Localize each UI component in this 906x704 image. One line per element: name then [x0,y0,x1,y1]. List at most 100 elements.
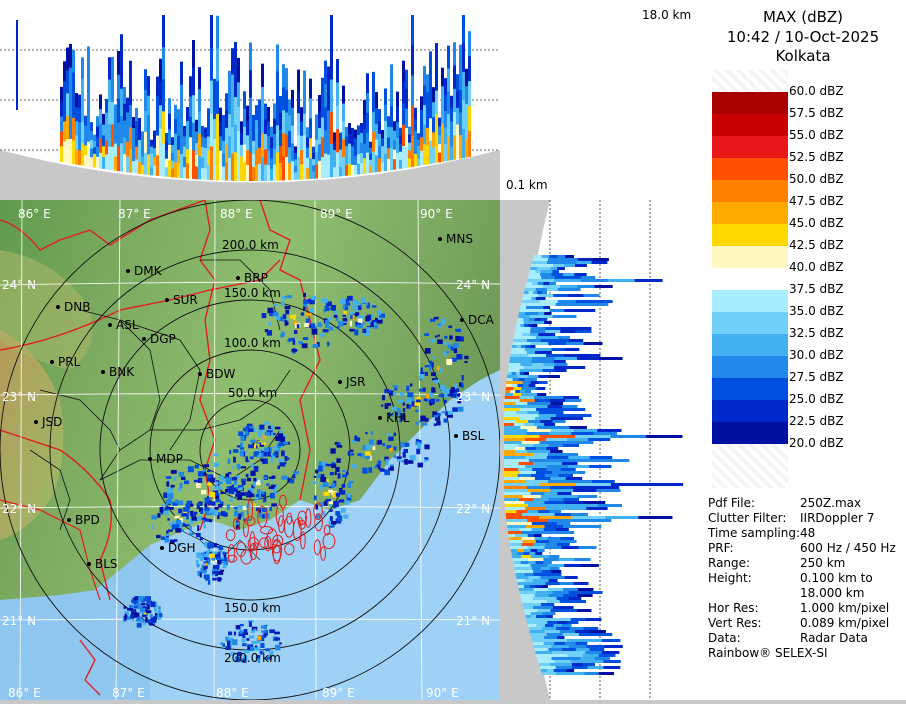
lat-label-right-23: 23° N [456,390,490,404]
city-label: DGH [168,541,196,555]
city-label: BPD [75,513,100,527]
legend-swatch [712,246,788,268]
legend-swatch [712,422,788,444]
lon-label-bottom-90: 90° E [426,686,459,700]
legend-swatch [712,224,788,246]
info-key: Hor Res: [708,601,759,615]
legend-label: 47.5 dBZ [789,194,844,208]
info-key: Data: [708,631,741,645]
lat-label-right-24: 24° N [456,278,490,292]
radar-map[interactable]: 200.0 km 150.0 km 100.0 km 50.0 km 150.0… [0,200,500,700]
legend-label: 32.5 dBZ [789,326,844,340]
city-label: ASL [116,318,139,332]
city-label: BRP [244,271,268,285]
legend-swatch [712,290,788,312]
city-label: JSD [41,415,62,429]
info-value: Radar Data [800,631,868,645]
city-dot [438,237,442,241]
legend-label: 50.0 dBZ [789,172,844,186]
city-label: DMK [134,264,163,278]
side-height-profile [500,200,700,700]
info-value: 0.089 km/pixel [800,616,890,630]
ring-label-50: 50.0 km [228,386,277,400]
info-key: Range: [708,556,751,570]
lon-label-bottom-89: 89° E [322,686,355,700]
city-dot [460,318,464,322]
product-title: MAX (dBZ) [762,8,844,26]
legend-label: 27.5 dBZ [789,370,844,384]
info-value: 250 km [800,556,846,570]
legend-label: 45.0 dBZ [789,216,844,230]
legend-swatch [712,158,788,180]
city-label: MNS [446,232,473,246]
legend-swatch [712,92,788,114]
city-label: DGP [150,332,176,346]
city-label: PRL [58,355,81,369]
city-dot [198,372,202,376]
city-dot [378,416,382,420]
city-label: SUR [173,293,198,307]
info-value: 1.000 km/pixel [800,601,890,615]
info-value: 600 Hz / 450 Hz [800,541,896,555]
lat-label-left-22: 22° N [2,502,36,516]
legend-label: 20.0 dBZ [789,436,844,450]
city-label: BSL [462,429,485,443]
city-dot [87,562,91,566]
legend-swatch [712,136,788,158]
info-key: Time sampling: [708,526,801,540]
city-label: BLS [95,557,118,571]
product-datetime: 10:42 / 10-Oct-2025 [726,28,880,46]
city-label: JSR [345,375,366,389]
ring-label-100: 100.0 km [224,336,281,350]
legend-label: 55.0 dBZ [789,128,844,142]
footer-credit: Rainbow® SELEX-SI [708,646,828,660]
city-dot [34,420,38,424]
legend-swatch [712,312,788,334]
lon-label-top-90: 90° E [420,207,453,221]
city-dot [160,546,164,550]
legend-label: 42.5 dBZ [789,238,844,252]
city-dot [165,298,169,302]
info-key: Pdf File: [708,496,756,510]
lon-label-top-88: 88° E [220,207,253,221]
info-key: Height: [708,571,752,585]
info-key: Clutter Filter: [708,511,787,525]
top-height-label: 18.0 km [642,8,692,22]
lon-label-bottom-88: 88° E [216,686,249,700]
city-label: DCA [468,313,495,327]
lon-label-top-89: 89° E [320,207,353,221]
ring-label-150-south: 150.0 km [224,601,281,615]
side-profile-echoes [504,255,684,675]
info-value: 48 [800,526,816,540]
ring-label-200-south: 200.0 km [224,651,281,665]
legend-swatch [712,70,788,92]
legend-label: 52.5 dBZ [789,150,844,164]
city-label: BDW [206,367,235,381]
profile-corner: 18.0 km 0.1 km [500,0,700,200]
top-height-profile [0,0,500,200]
city-dot [126,269,130,273]
info-panel: MAX (dBZ) 10:42 / 10-Oct-2025 Kolkata 60… [700,0,906,700]
lon-label-bottom-86: 86° E [8,686,41,700]
city-dot [108,323,112,327]
info-key: PRF: [708,541,734,555]
info-value: IIRDoppler 7 [800,511,875,525]
city-dot [338,380,342,384]
legend-swatch [712,114,788,136]
station-name: Kolkata [775,47,831,65]
top-profile-echoes [16,15,471,181]
info-value: 18.000 km [800,586,865,600]
lat-label-right-21: 21° N [456,614,490,628]
lat-label-left-21: 21° N [2,614,36,628]
bottom-height-label: 0.1 km [506,178,548,192]
city-label: KHL [386,411,410,425]
legend-label: 37.5 dBZ [789,282,844,296]
city-label: MDP [156,452,183,466]
legend-label: 35.0 dBZ [789,304,844,318]
lat-label-left-24: 24° N [2,278,36,292]
legend-swatch [712,268,788,290]
legend-below-range [712,444,788,488]
lat-label-right-22: 22° N [456,502,490,516]
legend-swatch [712,202,788,224]
city-dot [454,434,458,438]
